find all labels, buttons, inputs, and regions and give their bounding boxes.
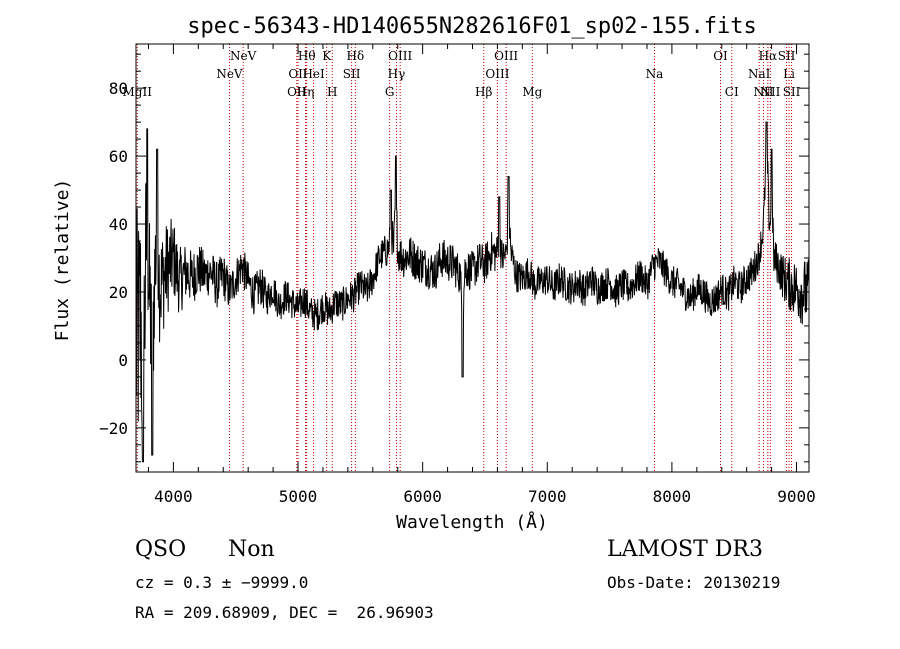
line-label: OII (288, 67, 308, 81)
line-label: Hδ (346, 49, 364, 63)
line-labels: MgIINeVNeVOIIOIIHηHθHeIKHSIIHδGHγOIIIHβO… (123, 49, 801, 99)
line-label: K (322, 49, 332, 63)
y-axis: −20 0 20 40 60 80 (99, 53, 809, 463)
plot-data (135, 121, 810, 463)
line-label: OII (287, 85, 307, 99)
x-tick-label: 5000 (279, 487, 318, 506)
line-label: OIII (494, 49, 518, 63)
x-tick-label: 8000 (653, 487, 692, 506)
y-axis-label: Flux (relative) (52, 179, 73, 342)
line-label: Hη (297, 85, 315, 99)
line-label: Hθ (298, 49, 316, 63)
line-label: Hα (759, 49, 778, 63)
ra-dec: RA = 209.68909, DEC = 26.96903 (135, 603, 434, 622)
y-tick-label: 60 (109, 147, 128, 166)
y-tick-label: 40 (109, 215, 128, 234)
line-label: SII (778, 49, 796, 63)
y-tick-label: 80 (109, 79, 128, 98)
line-label: Hβ (475, 85, 492, 99)
x-tick-label: 6000 (403, 487, 442, 506)
line-label: HeI (302, 67, 325, 81)
line-markers (136, 44, 793, 472)
line-label: H (327, 85, 337, 99)
line-label: OI (713, 49, 728, 63)
line-label: SII (783, 85, 801, 99)
x-tick-label: 7000 (528, 487, 567, 506)
y-tick-label: 20 (109, 283, 128, 302)
spectrum-series (135, 121, 810, 463)
line-label: OIII (388, 49, 412, 63)
y-tick-label: 0 (118, 351, 128, 370)
object-subclass: Non (228, 537, 275, 562)
line-label: Hγ (388, 67, 406, 81)
line-label: NaI (748, 67, 771, 81)
line-label: NII (760, 85, 780, 99)
x-tick-label: 9000 (777, 487, 816, 506)
line-label: G (385, 85, 395, 99)
x-axis: 4000 5000 6000 7000 8000 9000 (147, 44, 816, 506)
line-label: CI (725, 85, 739, 99)
line-label: NeV (230, 49, 257, 63)
cz-value: cz = 0.3 ± −9999.0 (135, 573, 309, 592)
survey-name: LAMOST DR3 (607, 537, 763, 562)
line-label: SII (343, 67, 361, 81)
line-label: OIII (485, 67, 509, 81)
line-label: Mg (522, 85, 542, 99)
obs-date: Obs-Date: 20130219 (607, 573, 781, 592)
chart-title: spec-56343-HD140655N282616F01_sp02-155.f… (187, 14, 757, 39)
x-tick-label: 4000 (154, 487, 193, 506)
line-label: Li (783, 67, 795, 81)
object-class: QSO (135, 537, 187, 562)
y-tick-label: −20 (99, 419, 128, 438)
x-axis-label: Wavelength (Å) (396, 511, 548, 533)
line-label: NeV (216, 67, 243, 81)
line-label: NII (754, 85, 774, 99)
line-label: Na (646, 67, 664, 81)
